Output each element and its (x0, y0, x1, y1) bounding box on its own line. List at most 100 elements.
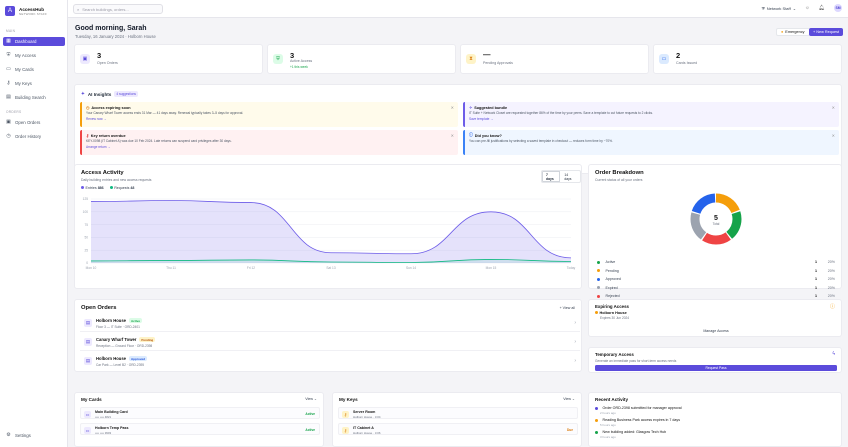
theme-toggle-icon[interactable]: ☼ (805, 5, 810, 11)
temporary-access-card: Temporary Access ϟ Generate an immediate… (588, 347, 842, 373)
legend-entries: Entries 886 (81, 186, 104, 190)
clock-icon: ◷ (6, 133, 11, 139)
close-icon[interactable]: ✕ (450, 105, 454, 110)
status-badge: Pending (139, 337, 156, 342)
range-7-days[interactable]: 7 days (542, 171, 561, 182)
expiring-item[interactable]: Holborn House (595, 311, 627, 315)
status-badge: Active (129, 318, 143, 323)
sidebar-item-my-access[interactable]: ⛨ My Access (3, 51, 65, 60)
ai-insights-panel: ✦ AI Insights 4 suggestions ◷ Access expi… (74, 84, 842, 174)
stat-card-cards-issued[interactable]: ▭ 2 Cards Issued (653, 44, 842, 74)
breakdown-row: Active 1 20% (597, 260, 835, 264)
grid-icon: ▦ (6, 38, 11, 44)
nav-section-orders: ORDERS (6, 110, 22, 114)
series-area-entries (91, 200, 571, 263)
order-row[interactable]: ▤ Holborn House Approved Car Park — Level… (80, 353, 580, 370)
sidebar-item-my-cards[interactable]: ▭ My Cards (3, 65, 65, 74)
close-icon[interactable]: ✕ (831, 105, 835, 110)
sidebar-item-building-search[interactable]: ▤ Building Search (3, 93, 65, 102)
activity-item[interactable]: Reading Business Park access expires in … (595, 418, 835, 427)
breakdown-count: 1 (815, 260, 817, 264)
order-meta: Floor 3 — IT Suite · ORD-2401 (96, 325, 140, 329)
shield-check-icon: ⛨ (273, 54, 283, 64)
hourglass-icon: ⧗ (466, 54, 476, 64)
emergency-button[interactable]: ● Emergency (776, 28, 810, 36)
insight-expiring: ◷ Access expiring soon Your Canary Wharf … (80, 102, 458, 127)
search-input[interactable]: ⌕ Search buildings, orders... (73, 4, 163, 14)
sidebar-item-my-keys[interactable]: ⚷ My Keys (3, 79, 65, 88)
sidebar-item-label: My Cards (15, 67, 34, 72)
stat-value: 2 (676, 51, 681, 60)
renew-now-link[interactable]: Renew now → (86, 117, 107, 121)
chevron-right-icon: › (574, 320, 576, 326)
view-all-link[interactable]: + View all (559, 306, 575, 310)
brand[interactable]: A AccessHub NETWORK STAFF (5, 6, 47, 16)
sparkle-icon: ✧ (469, 106, 473, 110)
avatar[interactable]: SM (834, 4, 842, 12)
donut-slice-expired (690, 193, 742, 245)
building-icon: ▤ (84, 319, 92, 327)
x-tick-label: Today (567, 266, 576, 270)
arrange-return-link[interactable]: Arrange return → (86, 145, 111, 149)
activity-item[interactable]: Order ORD-2398 submitted for manager app… (595, 406, 835, 415)
chevron-down-icon: ⌄ (313, 397, 317, 401)
stat-value: 3 (290, 51, 295, 60)
donut-total: 5 (714, 215, 718, 222)
manage-access-link[interactable]: Manage Access (703, 329, 729, 333)
sidebar-item-dashboard[interactable]: ▦ Dashboard (3, 37, 65, 46)
sidebar-item-open-orders[interactable]: ▣ Open Orders (3, 118, 65, 127)
bell-icon[interactable]: 🔔︎ (818, 5, 825, 11)
my-keys-title: My Keys (339, 397, 358, 402)
sidebar-item-label: Settings (15, 433, 31, 438)
gear-icon: ⚙ (6, 432, 11, 438)
key-location: Holborn House · 3.06 (353, 430, 381, 435)
activity-text: New building added: Glasgow Tech Hub (602, 430, 667, 434)
activity-text: Order ORD-2398 submitted for manager app… (602, 406, 682, 410)
topbar: ⌕ Search buildings, orders... ⛨ Network … (68, 0, 848, 18)
sidebar-item-label: Building Search (15, 95, 46, 100)
close-icon[interactable]: ✕ (450, 133, 454, 138)
donut-slice-active (690, 193, 742, 245)
save-template-link[interactable]: Save template → (469, 117, 494, 121)
stat-card-active-access[interactable]: ⛨ 3 Active Access +1 this week (267, 44, 456, 74)
ai-insights-title: AI Insights (87, 91, 112, 97)
brand-logo: A (5, 6, 15, 16)
stat-label: Cards Issued (676, 61, 698, 65)
sidebar-item-order-history[interactable]: ◷ Order History (3, 132, 65, 141)
key-row[interactable]: ⚷ Server Room Holborn House · 3.04 (338, 407, 578, 419)
x-tick-label: Fri 12 (247, 266, 255, 270)
breakdown-label: Expired (597, 286, 797, 290)
breakdown-count: 1 (815, 268, 817, 273)
open-orders-card: Open Orders + View all ▤ Holborn House Ac… (74, 299, 582, 372)
close-icon[interactable]: ✕ (831, 133, 835, 138)
request-pass-button[interactable]: Request Pass (595, 365, 837, 371)
order-row[interactable]: ▤ Holborn House Active Floor 3 — IT Suite… (80, 315, 580, 332)
keys-view-dropdown[interactable]: View ⌄ (563, 397, 575, 401)
stat-card-pending-approvals[interactable]: ⧗ — Pending Approvals (460, 44, 649, 74)
order-meta: Reception — Ground Floor · ORD-2398 (96, 344, 153, 348)
range-14-days[interactable]: 14 days (564, 172, 572, 181)
new-request-button[interactable]: + New Request (809, 28, 844, 36)
info-icon: ⓘ (469, 133, 473, 137)
alert-icon: ⓘ (829, 304, 835, 310)
sidebar-item-settings[interactable]: ⚙ Settings (3, 431, 65, 440)
y-tick-label: 125 (83, 197, 89, 201)
card-row[interactable]: ▭ Holborn Temp Pass •••• •••• 3903 Activ… (80, 423, 320, 435)
activity-item[interactable]: New building added: Glasgow Tech Hub 3 h… (595, 430, 835, 439)
y-tick-label: 50 (84, 236, 88, 240)
card-row[interactable]: ▭ Main Building Card •••• •••• 4821 Acti… (80, 407, 320, 419)
stat-card-open-orders[interactable]: ▣ 3 Open Orders (74, 44, 263, 74)
key-row[interactable]: ⚷ IT Cabinet A Holborn House · 3.06 Due (338, 423, 578, 435)
card-icon: ▭ (84, 426, 91, 434)
ai-insights-header: ✦ AI Insights 4 suggestions (81, 91, 139, 97)
shield-icon: ⛨ (761, 5, 765, 11)
sidebar: A AccessHub NETWORK STAFF MAIN ▦ Dashboa… (0, 0, 68, 447)
order-row[interactable]: ▤ Canary Wharf Tower Pending Reception — … (80, 334, 580, 351)
cards-view-dropdown[interactable]: View ⌄ (305, 397, 317, 401)
series-line-requests (90, 259, 572, 263)
stat-value: — (483, 50, 491, 59)
role-switcher[interactable]: ⛨ Network Staff ⌄ (762, 6, 796, 11)
clock-icon: ◷ (86, 106, 90, 110)
expiring-access-card: Expiring Access ⓘ Holborn House Expires … (588, 299, 842, 337)
